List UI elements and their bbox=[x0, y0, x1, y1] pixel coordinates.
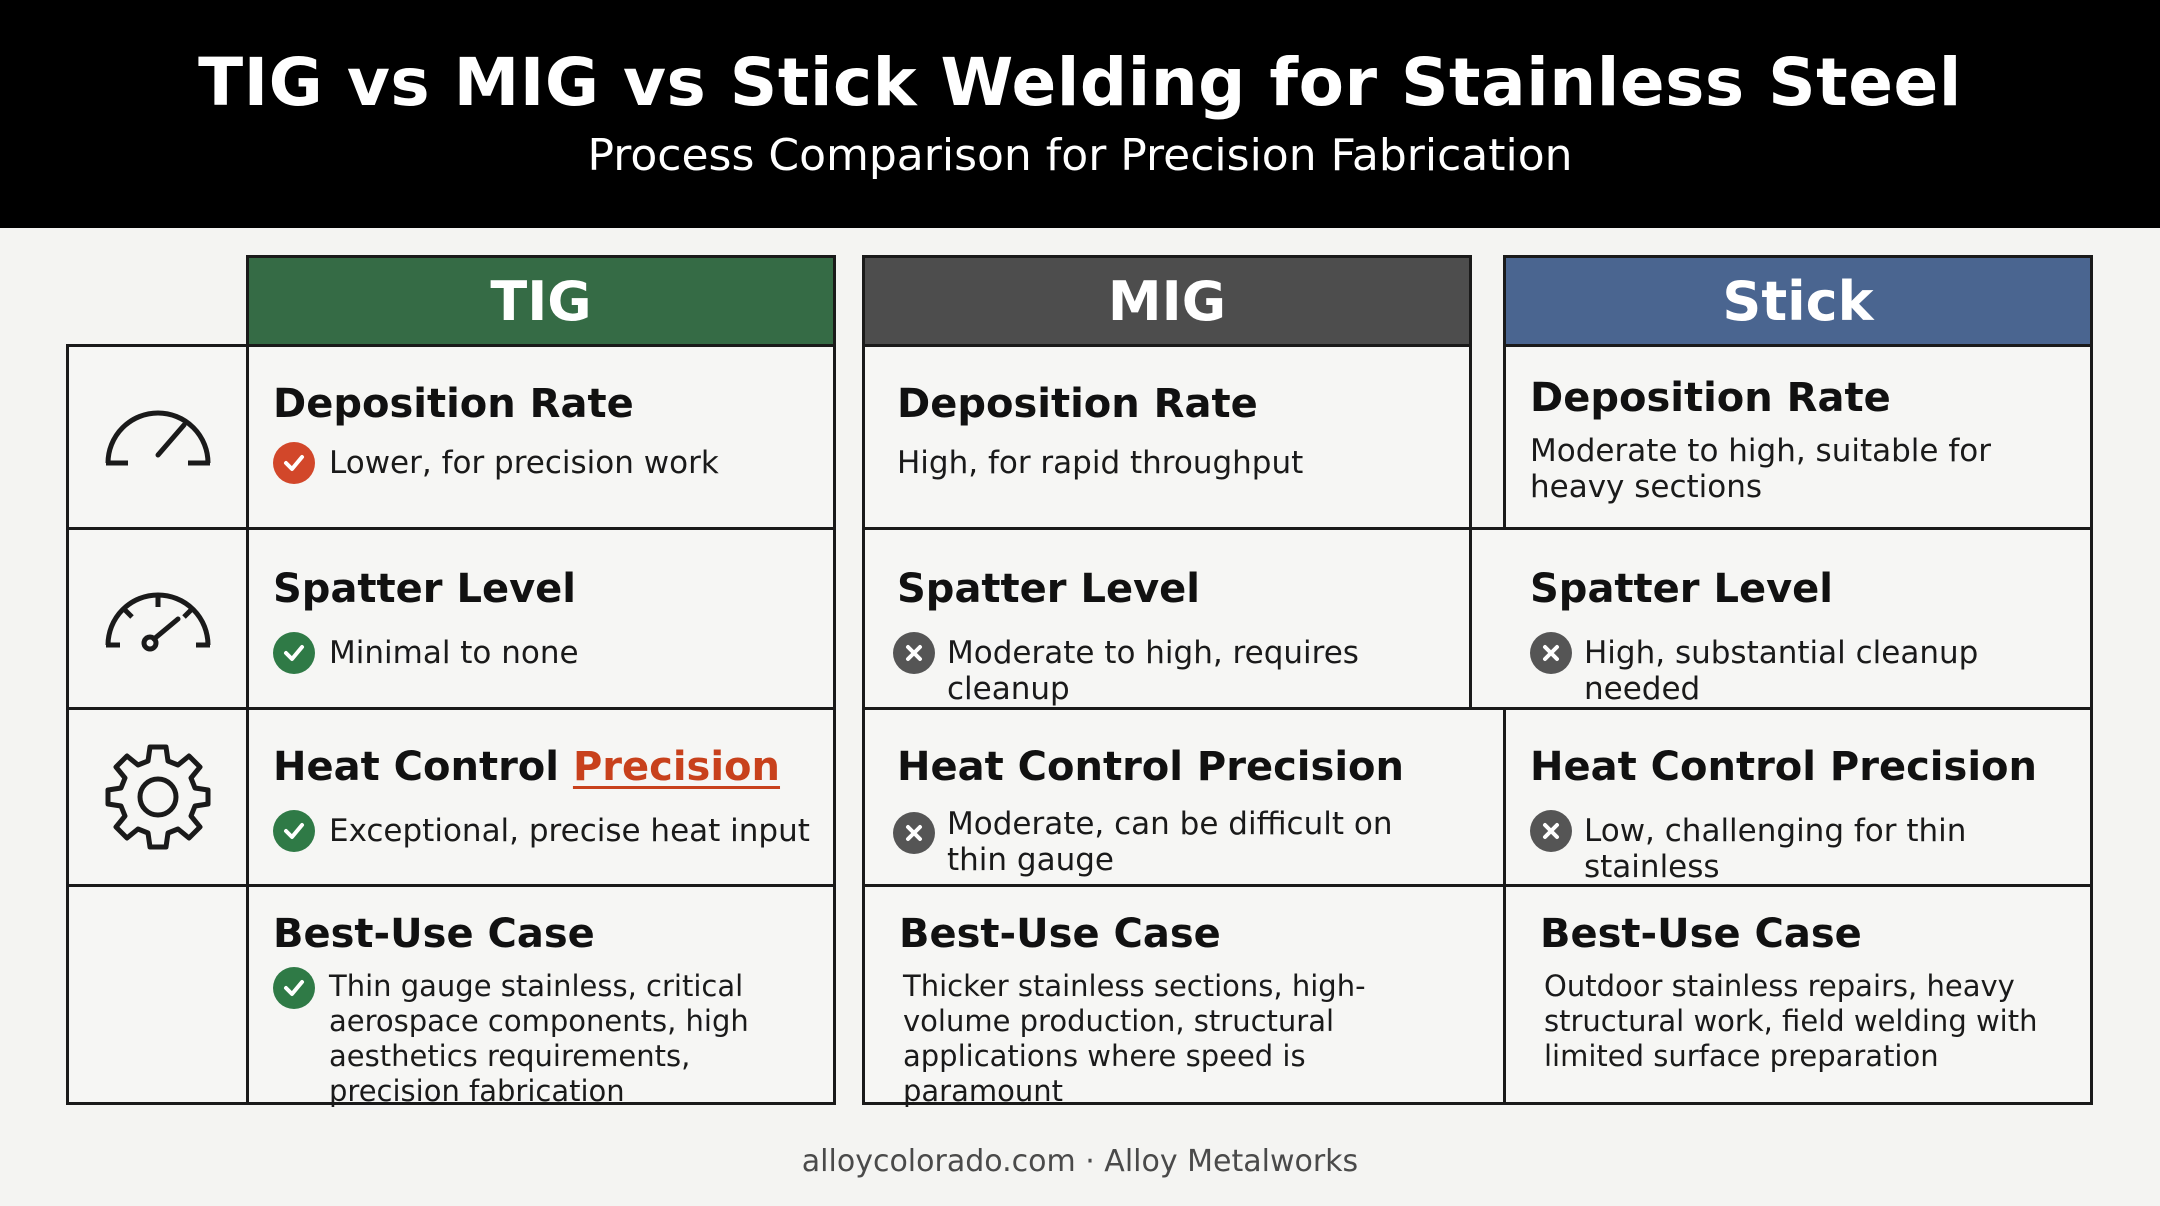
row-icon-heat bbox=[66, 707, 249, 887]
cell-text: Minimal to none bbox=[329, 635, 579, 671]
x-icon bbox=[1530, 810, 1572, 852]
x-icon bbox=[893, 632, 935, 674]
cell-title: Heat Control Precision bbox=[1530, 744, 2037, 790]
cell-title: Spatter Level bbox=[1530, 566, 1833, 612]
cell-text: Thicker stainless sections, high-volume … bbox=[903, 969, 1366, 1108]
cell-text: Moderate to high, suitable for heavy sec… bbox=[1530, 433, 1991, 505]
column-label-tig: TIG bbox=[490, 269, 592, 333]
cell-text: Lower, for precision work bbox=[329, 445, 719, 481]
cell-title-main: Heat Control bbox=[273, 744, 559, 790]
cell-mig-bestuse: Best-Use Case Thicker stainless sections… bbox=[862, 884, 1506, 1108]
cell-text: Outdoor stainless repairs, heavy structu… bbox=[1544, 969, 2038, 1073]
column-header-stick: Stick bbox=[1503, 255, 2093, 347]
cell-title: Spatter Level bbox=[273, 566, 576, 612]
cell-stick-bestuse: Best-Use Case Outdoor stainless repairs,… bbox=[1503, 884, 2093, 1105]
cell-text: Thin gauge stainless, critical aerospace… bbox=[329, 969, 749, 1108]
x-icon bbox=[893, 812, 935, 854]
cell-title: Heat Control Precision bbox=[273, 744, 780, 790]
cell-text: Low, challenging for thin stainless bbox=[1584, 813, 1967, 885]
cell-title: Best-Use Case bbox=[1540, 911, 1862, 957]
cell-tig-spatter: Spatter Level Minimal to none bbox=[246, 527, 836, 710]
column-header-mig: MIG bbox=[862, 255, 1472, 347]
check-icon bbox=[273, 632, 315, 674]
row-icon-spatter bbox=[66, 527, 249, 710]
page-subtitle: Process Comparison for Precision Fabrica… bbox=[587, 130, 1573, 181]
cell-title: Deposition Rate bbox=[273, 381, 634, 427]
row-icon-deposition bbox=[66, 344, 249, 530]
speedometer-low-icon bbox=[105, 410, 210, 466]
check-icon bbox=[273, 810, 315, 852]
x-icon bbox=[1530, 632, 1572, 674]
cell-stick-spatter: Spatter Level High, substantial cleanup … bbox=[1469, 527, 2093, 710]
row-icon-bestuse bbox=[66, 884, 249, 1105]
page-title: TIG vs MIG vs Stick Welding for Stainles… bbox=[198, 44, 1962, 121]
footer-credit: alloycolorado.com · Alloy Metalworks bbox=[801, 1144, 1359, 1179]
cell-text: Moderate, can be difficult on thin gauge bbox=[947, 806, 1393, 878]
cell-tig-heat: Heat Control Precision Exceptional, prec… bbox=[246, 707, 836, 887]
check-icon bbox=[273, 967, 315, 1009]
cell-tig-bestuse: Best-Use Case Thin gauge stainless, crit… bbox=[246, 884, 836, 1108]
cell-title: Heat Control Precision bbox=[897, 744, 1404, 790]
cell-title: Deposition Rate bbox=[897, 381, 1258, 427]
cell-title: Deposition Rate bbox=[1530, 375, 1891, 421]
header-banner: TIG vs MIG vs Stick Welding for Stainles… bbox=[0, 0, 2160, 228]
cell-mig-spatter: Spatter Level Moderate to high, requires… bbox=[862, 527, 1472, 710]
cell-text: Exceptional, precise heat input bbox=[329, 813, 810, 849]
column-label-mig: MIG bbox=[1107, 269, 1227, 333]
cell-title: Best-Use Case bbox=[899, 911, 1221, 957]
cell-tig-deposition: Deposition Rate Lower, for precision wor… bbox=[246, 344, 836, 530]
cell-mig-deposition: Deposition Rate High, for rapid throughp… bbox=[862, 344, 1472, 530]
cell-title: Spatter Level bbox=[897, 566, 1200, 612]
gear-icon bbox=[105, 744, 210, 850]
column-label-stick: Stick bbox=[1722, 269, 1874, 333]
column-header-tig: TIG bbox=[246, 255, 836, 347]
check-icon bbox=[273, 442, 315, 484]
cell-stick-heat: Heat Control Precision Low, challenging … bbox=[1503, 707, 2093, 887]
cell-title-highlight: Precision bbox=[572, 744, 781, 790]
cell-text: High, substantial cleanup needed bbox=[1584, 635, 1979, 707]
cell-stick-deposition: Deposition Rate Moderate to high, suitab… bbox=[1503, 344, 2093, 530]
cell-text: Moderate to high, requires cleanup bbox=[947, 635, 1359, 707]
cell-mig-heat: Heat Control Precision Moderate, can be … bbox=[862, 707, 1506, 887]
cell-title: Best-Use Case bbox=[273, 911, 595, 957]
gauge-icon bbox=[105, 592, 210, 651]
cell-text: High, for rapid throughput bbox=[897, 445, 1304, 481]
